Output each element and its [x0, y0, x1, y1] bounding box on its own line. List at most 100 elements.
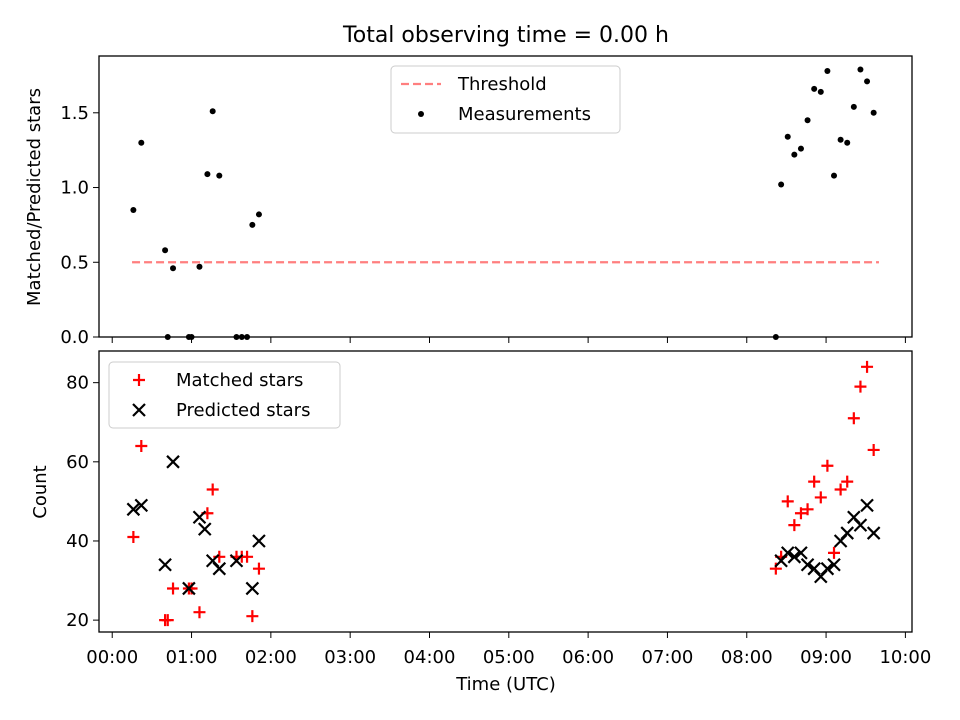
matched-star-marker	[841, 475, 854, 488]
measurement-point	[138, 139, 145, 146]
matched-star-marker	[135, 439, 148, 452]
x-tick-label: 07:00	[642, 647, 694, 668]
predicted-star-marker	[126, 502, 141, 517]
axes-frame	[98, 55, 913, 338]
predicted-star-marker	[134, 498, 149, 513]
y-tick-label: 1.5	[60, 103, 89, 124]
x-tick-label: 02:00	[245, 647, 297, 668]
legend-measurement-swatch	[418, 111, 424, 117]
y-tick-label: 20	[66, 610, 89, 631]
matched-star-marker	[193, 606, 206, 619]
predicted-star-marker	[252, 534, 266, 548]
x-tick-label: 09:00	[800, 647, 852, 668]
measurement-point	[811, 85, 818, 92]
measurement-point	[209, 108, 216, 115]
matched-star-marker	[834, 483, 847, 496]
axes-frame	[98, 350, 913, 633]
predicted-star-marker	[166, 455, 180, 469]
matched-star-marker	[867, 443, 880, 456]
measurement-point	[824, 67, 831, 74]
predicted-star-marker	[197, 522, 212, 536]
measurement-point	[857, 66, 864, 73]
matched-star-marker	[808, 475, 821, 488]
predicted-star-marker	[192, 510, 207, 525]
measurement-point	[162, 247, 169, 254]
predicted-star-marker	[229, 553, 244, 568]
measurement-point	[255, 211, 262, 218]
measurement-point	[831, 172, 838, 179]
legend-label: Measurements	[458, 104, 591, 125]
x-tick-label: 04:00	[404, 647, 456, 668]
measurement-point	[216, 172, 223, 179]
y-tick-label: 60	[66, 452, 89, 473]
predicted-star-marker	[853, 518, 868, 532]
x-axis-label: Time (UTC)	[455, 674, 556, 695]
measurement-point	[784, 133, 791, 140]
predicted-star-marker	[212, 561, 227, 576]
measurement-point	[249, 221, 256, 228]
measurement-point	[130, 206, 137, 213]
measurement-point	[844, 139, 851, 146]
legend-matched-swatch	[133, 374, 145, 386]
predicted-star-marker	[840, 526, 855, 540]
matched-star-marker	[861, 360, 874, 373]
predicted-star-marker	[827, 557, 841, 572]
y-tick-label: 80	[66, 373, 89, 394]
measurement-point	[837, 136, 844, 143]
measurement-point	[204, 171, 211, 178]
x-tick-label: 06:00	[562, 647, 614, 668]
measurement-point	[850, 103, 857, 110]
legend-label: Predicted stars	[176, 400, 310, 421]
predicted-star-marker	[780, 546, 795, 560]
measurement-point	[817, 88, 824, 95]
measurement-point	[778, 181, 785, 188]
predicted-star-marker	[866, 526, 881, 540]
y-tick-label: 0.5	[60, 252, 89, 273]
matched-star-marker	[788, 519, 801, 532]
measurement-point	[804, 117, 811, 124]
matched-star-marker	[847, 412, 860, 425]
matched-star-marker	[854, 380, 867, 393]
matched-star-marker	[167, 582, 180, 595]
top-y-axis-label: Matched/Predicted stars	[24, 88, 45, 306]
legend-label: Matched stars	[176, 370, 303, 391]
x-tick-label: 08:00	[721, 647, 773, 668]
matched-star-marker	[206, 483, 219, 496]
matched-star-marker	[127, 531, 140, 544]
matched-star-marker	[801, 503, 814, 516]
legend-predicted-swatch	[132, 403, 146, 417]
y-tick-label: 40	[66, 531, 89, 552]
y-tick-label: 1.0	[60, 178, 89, 199]
measurement-point	[170, 265, 177, 272]
predicted-star-marker	[794, 546, 808, 560]
predicted-star-marker	[245, 581, 260, 596]
predicted-star-marker	[158, 557, 172, 572]
matched-star-marker	[161, 614, 174, 627]
measurement-point	[791, 151, 798, 158]
predicted-star-marker	[820, 561, 835, 576]
matched-star-marker	[828, 546, 841, 559]
matched-star-marker	[241, 550, 254, 563]
chart-title: Total observing time = 0.00 h	[342, 23, 669, 48]
matched-star-marker	[781, 495, 794, 508]
matched-star-marker	[252, 562, 265, 575]
legend-label: Threshold	[457, 74, 547, 95]
ratio-panel: 0.0 0.5 1.0 1.5 Threshold Measurements	[60, 55, 913, 348]
measurement-point	[196, 263, 203, 270]
bottom-y-axis-label: Count	[30, 465, 51, 518]
predicted-star-marker	[860, 498, 874, 513]
count-panel: 20 40 60 80 00:00 01:00 02:00 03:00 04:00 05:00 06…	[66, 350, 931, 668]
y-tick-label: 0.0	[60, 327, 89, 348]
legend-box	[108, 361, 341, 429]
matched-star-marker	[794, 507, 807, 520]
measurement-point	[864, 78, 871, 85]
x-tick-label: 00:00	[86, 647, 138, 668]
x-tick-label: 03:00	[324, 647, 376, 668]
predicted-star-marker	[800, 557, 815, 572]
x-tick-label: 01:00	[166, 647, 218, 668]
x-tick-label: 05:00	[483, 647, 535, 668]
matched-star-marker	[246, 610, 259, 623]
matched-star-marker	[814, 491, 827, 504]
legend-box	[390, 65, 621, 134]
